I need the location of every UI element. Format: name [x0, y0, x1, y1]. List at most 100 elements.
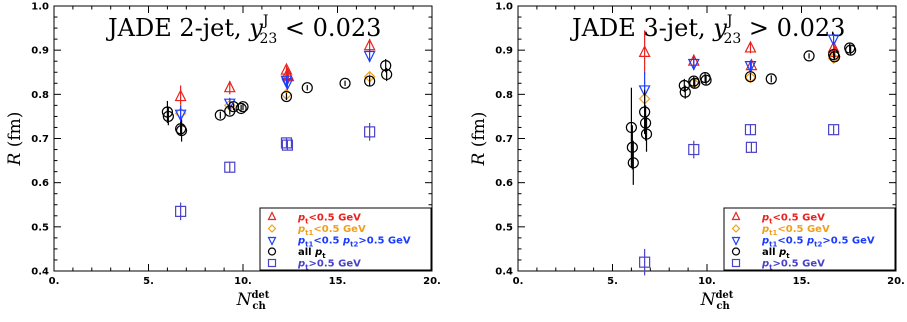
data-point	[828, 124, 840, 136]
x-tick-label: 5.	[143, 276, 154, 287]
x-tick-label: 0.	[49, 276, 60, 287]
data-point	[364, 75, 376, 87]
y-tick-label: 0.6	[495, 178, 513, 189]
x-tick-label: 20.	[887, 276, 905, 287]
legend-label: pt>0.5 GeV	[761, 259, 825, 272]
y-tick-label: 0.6	[31, 178, 49, 189]
x-tick-label: 0.	[513, 276, 524, 287]
data-point	[639, 256, 651, 268]
data-point	[639, 117, 652, 129]
series-pt_gt	[639, 124, 840, 276]
data-point	[625, 121, 638, 134]
data-point	[827, 34, 840, 47]
series-pt1_lt	[174, 70, 376, 123]
series-pt1_pt2	[174, 48, 376, 124]
legend-label: pt>0.5 GeV	[297, 259, 361, 272]
y-tick-label: 0.5	[495, 222, 513, 233]
legend-label: pt<0.5 GeV	[297, 213, 361, 226]
data-point	[687, 58, 700, 71]
series-all_pt	[625, 42, 857, 185]
data-point	[223, 98, 236, 111]
data-point	[627, 157, 639, 169]
y-tick-label: 0.4	[495, 267, 513, 278]
y-tick-label: 0.7	[31, 134, 49, 145]
y-tick-label: 0.9	[31, 46, 49, 57]
legend-marker	[731, 247, 741, 256]
data-point	[700, 74, 712, 86]
legend-marker	[267, 236, 277, 246]
y-tick-label: 0.5	[31, 222, 49, 233]
data-point	[803, 50, 815, 62]
legend-label: pt1<0.5 GeV	[761, 224, 830, 237]
chart-panel-1: 0. 5. 10. 15. 20. 0.4 0.5 0.6 0.7 0.8 0.9 1.0 Ndet ch…	[5, 2, 441, 313]
legend-label: all pt	[762, 247, 790, 260]
y-tick-label: 0.8	[495, 90, 513, 101]
x-tick-label: 15.	[793, 276, 811, 287]
data-point	[281, 78, 294, 91]
data-point	[174, 109, 187, 122]
data-point	[744, 40, 757, 53]
data-point	[161, 106, 173, 118]
data-point	[224, 161, 236, 173]
series-pt1_pt2	[638, 33, 840, 108]
legend-label: pt1<0.5 pt2>0.5 GeV	[297, 236, 411, 249]
legend-marker	[267, 258, 277, 268]
y-axis-title: R (fm)	[469, 112, 489, 167]
y-axis-title: R (fm)	[5, 112, 25, 167]
x-tick-label: 20.	[423, 276, 441, 287]
data-point	[364, 126, 376, 138]
legend-label: pt1<0.5 pt2>0.5 GeV	[761, 236, 875, 249]
series-pt_gt	[175, 123, 376, 221]
x-tick-label: 5.	[607, 276, 618, 287]
x-axis-title: Ndet ch	[700, 290, 734, 312]
data-point	[339, 77, 351, 89]
data-point	[214, 109, 226, 121]
data-point	[639, 106, 651, 118]
data-point	[845, 44, 857, 56]
legend-marker	[731, 211, 741, 221]
data-point	[174, 89, 187, 102]
data-point	[280, 137, 293, 149]
data-point	[828, 51, 841, 63]
data-point	[688, 143, 700, 156]
series-all_pt	[161, 59, 393, 142]
data-point	[689, 77, 701, 89]
data-point	[678, 79, 690, 92]
data-point	[235, 102, 247, 115]
y-tick-label: 0.8	[31, 90, 49, 101]
legend-label: all pt	[298, 247, 326, 260]
data-point	[281, 139, 294, 151]
y-tick-label: 0.7	[495, 134, 513, 145]
x-tick-label: 10.	[234, 276, 252, 287]
chart-panel-2: 0. 5. 10. 15. 20. 0.4 0.5 0.6 0.7 0.8 0.9 1.0 Ndet ch…	[469, 2, 905, 313]
legend-marker	[267, 247, 277, 256]
data-point	[223, 80, 236, 93]
y-tick-label: 1.0	[31, 2, 49, 13]
y-tick-label: 1.0	[495, 2, 513, 13]
x-tick-label: 15.	[329, 276, 347, 287]
data-point	[744, 124, 757, 136]
legend-marker	[267, 211, 277, 221]
data-point	[638, 85, 651, 98]
data-point	[162, 110, 174, 123]
data-point	[175, 205, 187, 217]
panel-title: JADE 3-jet, yJ 23 > 0.023	[569, 13, 845, 47]
legend-marker	[267, 224, 277, 233]
legend-marker	[731, 258, 741, 268]
data-point	[745, 141, 758, 153]
data-point	[640, 128, 653, 140]
data-point	[827, 52, 840, 64]
legend-label: pt<0.5 GeV	[761, 213, 825, 226]
y-tick-label: 0.4	[31, 267, 49, 278]
x-tick-label: 10.	[698, 276, 716, 287]
data-point	[363, 50, 376, 63]
series-pt1_lt	[638, 52, 840, 117]
data-point	[744, 71, 757, 83]
legend-box	[723, 207, 896, 271]
y-tick-label: 0.9	[495, 46, 513, 57]
data-point	[679, 86, 691, 98]
legend-box	[259, 207, 432, 271]
